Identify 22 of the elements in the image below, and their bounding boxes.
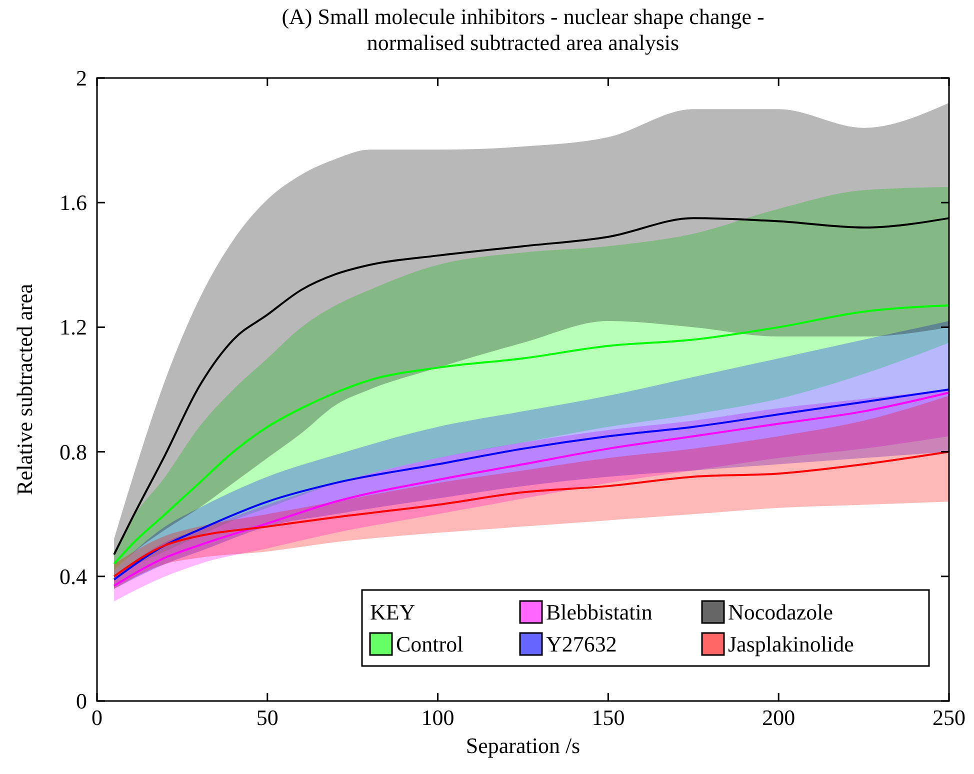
legend-label: Jasplakinolide	[728, 632, 854, 656]
legend-title: KEY	[370, 600, 416, 624]
y-tick-label: 0.8	[60, 439, 87, 464]
legend-label: Blebbistatin	[546, 600, 652, 624]
y-tick-label: 1.6	[60, 190, 87, 216]
x-tick-label: 200	[762, 705, 796, 730]
line-series	[113, 450, 950, 578]
legend-label: Nocodazole	[728, 600, 834, 624]
x-tick-label: 0	[92, 705, 102, 730]
y-tick-label: 0	[76, 688, 87, 714]
x-tick-label: 150	[592, 705, 625, 730]
y-tick-label: 0.4	[60, 564, 87, 589]
y-axis-title: Relative subtracted area	[12, 284, 37, 496]
y-tick-label: 2	[76, 66, 87, 90]
x-tick-label: 250	[932, 705, 966, 730]
legend-label: Control	[396, 632, 464, 656]
y-tick-label: 1.2	[60, 314, 87, 340]
x-axis-title: Separation /s	[466, 733, 580, 758]
legend-label: Y27632	[546, 632, 617, 656]
x-tick-label: 50	[256, 705, 278, 730]
chart-title: (A) Small molecule inhibitors - nuclear shape change - normalised subtracted area analysis	[282, 4, 764, 55]
x-tick-label: 100	[421, 705, 454, 730]
